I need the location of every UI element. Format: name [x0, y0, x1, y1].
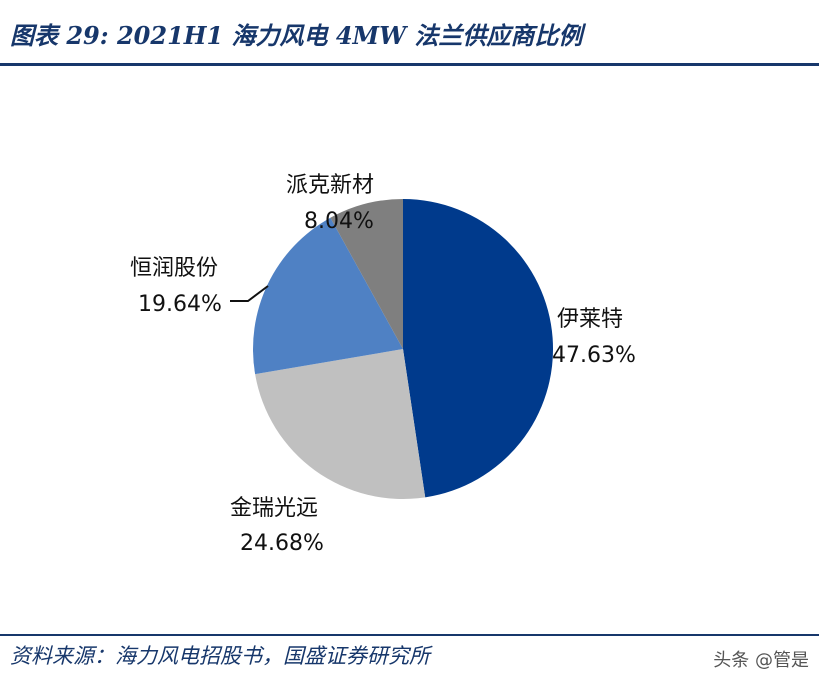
slice-pct-label-3: 8.04% — [304, 209, 374, 234]
title-divider — [0, 63, 819, 66]
slice-pct-label-1: 24.68% — [240, 531, 324, 556]
chart-title: 图表 29: 2021H1 海力风电 4MW 法兰供应商比例 — [10, 21, 583, 50]
pie-slice-3 — [330, 199, 403, 349]
pie-slice-2 — [253, 217, 403, 375]
pie-slice-0 — [403, 199, 554, 498]
slice-name-label-1: 金瑞光远 — [230, 496, 318, 521]
footer-divider — [0, 634, 819, 636]
watermark: 头条 @管是 — [713, 650, 809, 671]
label-leader-line — [230, 285, 269, 302]
source-note: 资料来源：海力风电招股书，国盛证券研究所 — [10, 644, 430, 668]
slice-name-label-2: 恒润股份 — [130, 256, 218, 281]
slice-name-label-0: 伊莱特 — [557, 307, 623, 332]
slice-pct-label-0: 47.63% — [552, 343, 636, 368]
slice-name-label-3: 派克新材 — [286, 173, 374, 198]
slice-pct-label-2: 19.64% — [138, 292, 222, 317]
pie-slice-1 — [255, 349, 426, 500]
